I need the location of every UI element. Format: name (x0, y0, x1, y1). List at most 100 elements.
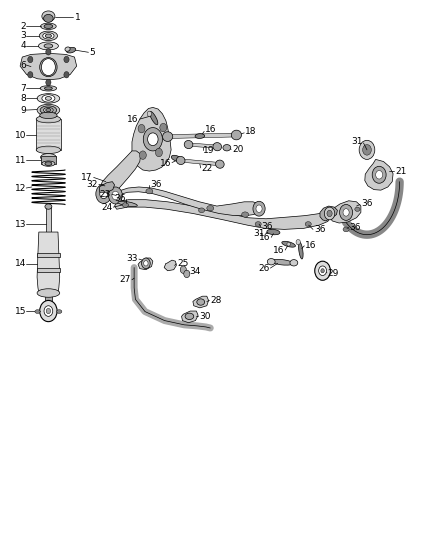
Ellipse shape (213, 143, 222, 151)
Text: 30: 30 (199, 312, 211, 321)
Text: 33: 33 (127, 254, 138, 263)
Ellipse shape (231, 130, 241, 140)
Polygon shape (132, 108, 171, 171)
Ellipse shape (343, 227, 349, 232)
Circle shape (112, 191, 119, 200)
Text: 24: 24 (101, 203, 113, 212)
Ellipse shape (42, 11, 55, 21)
Circle shape (138, 124, 145, 133)
Text: 18: 18 (245, 127, 257, 136)
Ellipse shape (197, 299, 205, 305)
Ellipse shape (195, 134, 205, 139)
Ellipse shape (44, 24, 53, 28)
Circle shape (148, 133, 158, 146)
Bar (46, 207, 51, 231)
Ellipse shape (57, 310, 62, 313)
Text: 26: 26 (258, 264, 269, 273)
Circle shape (46, 309, 50, 314)
Circle shape (372, 166, 386, 183)
Circle shape (327, 211, 332, 216)
Circle shape (141, 258, 150, 269)
Text: 10: 10 (15, 131, 26, 140)
Circle shape (96, 184, 112, 204)
Circle shape (343, 209, 349, 216)
Polygon shape (193, 296, 208, 308)
Ellipse shape (122, 203, 128, 207)
Circle shape (319, 266, 326, 276)
Text: 4: 4 (21, 42, 26, 51)
Text: 16: 16 (259, 233, 270, 243)
Ellipse shape (43, 33, 54, 39)
Circle shape (64, 56, 69, 63)
Circle shape (143, 127, 162, 151)
Text: 17: 17 (81, 173, 93, 182)
Text: 21: 21 (395, 166, 406, 175)
Ellipse shape (355, 207, 360, 212)
Text: 23: 23 (100, 190, 111, 199)
Circle shape (376, 171, 383, 179)
FancyArrow shape (188, 143, 217, 148)
Ellipse shape (177, 156, 185, 165)
Ellipse shape (65, 47, 70, 51)
Circle shape (42, 59, 55, 76)
Ellipse shape (40, 112, 57, 118)
Ellipse shape (35, 310, 40, 313)
Ellipse shape (39, 42, 58, 50)
Circle shape (28, 56, 33, 63)
Circle shape (256, 205, 262, 213)
Ellipse shape (39, 31, 57, 41)
Text: 36: 36 (350, 223, 361, 232)
Circle shape (40, 301, 57, 321)
Bar (36, 119, 60, 150)
Circle shape (46, 49, 51, 55)
Text: 7: 7 (21, 84, 26, 93)
Circle shape (339, 205, 353, 220)
Text: 20: 20 (232, 146, 244, 155)
Circle shape (315, 261, 330, 280)
Text: 25: 25 (177, 259, 189, 268)
Ellipse shape (207, 206, 214, 211)
Text: 16: 16 (305, 241, 317, 250)
Text: 19: 19 (202, 147, 214, 156)
Circle shape (100, 189, 108, 199)
Circle shape (139, 151, 146, 159)
Ellipse shape (184, 141, 193, 149)
Text: 32: 32 (87, 180, 98, 189)
Ellipse shape (215, 160, 224, 168)
Circle shape (155, 148, 162, 157)
Ellipse shape (271, 260, 293, 265)
Circle shape (253, 201, 265, 216)
Circle shape (46, 79, 51, 86)
Ellipse shape (223, 144, 231, 151)
Text: 16: 16 (159, 159, 171, 167)
Text: 22: 22 (201, 165, 213, 173)
Text: 1: 1 (74, 13, 80, 22)
Circle shape (321, 269, 324, 273)
Text: 16: 16 (205, 125, 216, 134)
Text: 15: 15 (15, 306, 26, 316)
Circle shape (296, 239, 300, 245)
Bar (45, 293, 52, 306)
Circle shape (144, 261, 148, 266)
Ellipse shape (282, 241, 296, 247)
Text: 28: 28 (210, 296, 222, 305)
Circle shape (359, 140, 375, 159)
Circle shape (324, 207, 335, 220)
Polygon shape (99, 151, 141, 198)
Ellipse shape (41, 154, 56, 161)
Ellipse shape (42, 95, 55, 102)
Ellipse shape (290, 260, 298, 266)
Text: 34: 34 (189, 268, 201, 276)
Text: 11: 11 (15, 156, 26, 165)
Bar (37, 253, 60, 257)
Polygon shape (138, 258, 153, 270)
Polygon shape (20, 53, 77, 80)
Text: 31: 31 (254, 229, 265, 238)
Ellipse shape (118, 201, 137, 207)
Polygon shape (320, 206, 337, 221)
Polygon shape (164, 260, 177, 271)
Ellipse shape (299, 242, 303, 259)
Ellipse shape (287, 243, 290, 246)
Text: 36: 36 (114, 194, 125, 203)
Ellipse shape (162, 132, 173, 141)
